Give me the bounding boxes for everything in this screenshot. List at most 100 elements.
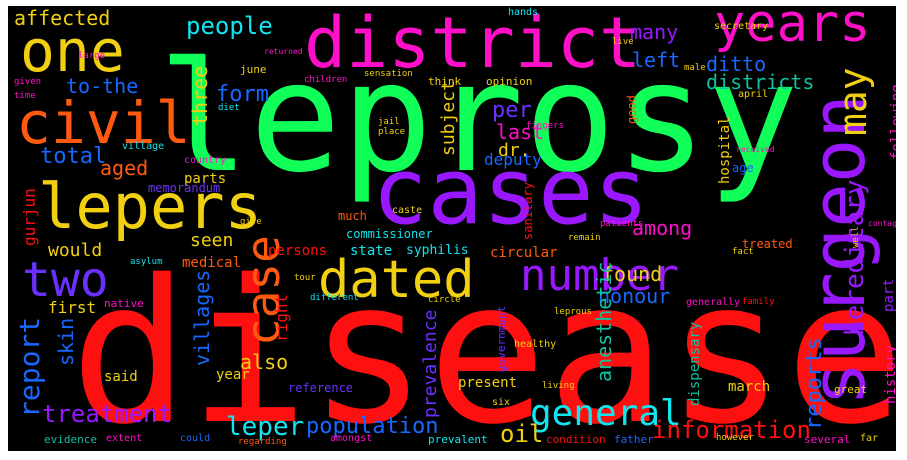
word-generally: generally xyxy=(686,297,741,308)
word-evidence: evidence xyxy=(44,433,97,446)
word-treated: treated xyxy=(742,237,793,251)
word-received: received xyxy=(736,145,775,154)
word-great: great xyxy=(834,383,868,396)
word-sanitary: sanitary xyxy=(521,182,535,240)
word-villages: villages xyxy=(190,269,214,366)
word-year: year xyxy=(216,367,250,383)
word-per: per xyxy=(492,98,532,123)
word-june: june xyxy=(240,63,267,76)
word-hands: hands xyxy=(508,7,539,18)
word-people: people xyxy=(186,12,273,40)
word-anesthetic: anesthetic xyxy=(592,261,616,382)
word-regarding: regarding xyxy=(238,437,287,447)
word-government: government xyxy=(495,305,508,372)
word-good: good xyxy=(625,95,639,124)
word-many: many xyxy=(630,20,679,44)
word-prevalence: prevalence xyxy=(420,309,441,418)
word-contagious: contagious xyxy=(868,219,896,228)
word-districts: districts xyxy=(706,70,815,94)
word-different: different xyxy=(310,293,359,303)
word-healthy: healthy xyxy=(514,339,557,350)
word-cases: cases xyxy=(372,138,649,245)
word-seen: seen xyxy=(190,230,234,251)
word-place: place xyxy=(378,127,406,137)
word-gurjun: gurjun xyxy=(20,188,39,246)
word-country: country xyxy=(184,155,227,166)
word-skin: skin xyxy=(54,317,78,366)
word-said: said xyxy=(104,369,138,385)
word-give: give xyxy=(240,217,262,227)
word-several: several xyxy=(804,433,851,446)
word-information: information xyxy=(652,416,811,444)
word-march: march xyxy=(728,379,771,395)
word-prevalent: prevalent xyxy=(428,433,488,446)
word-patients: patients xyxy=(600,219,644,229)
word-hereditary: hereditary xyxy=(840,179,870,336)
word-among: among xyxy=(632,216,693,240)
word-state: state xyxy=(350,243,393,259)
word-circle: circle xyxy=(428,295,461,305)
word-report: report xyxy=(13,316,46,418)
word-persons: persons xyxy=(268,243,328,259)
word-syphilis: syphilis xyxy=(406,243,469,258)
word-native: native xyxy=(104,297,144,310)
word-large: large xyxy=(78,51,106,61)
word-oil: oil xyxy=(500,420,544,448)
word-two: two xyxy=(22,252,109,308)
word-tour: tour xyxy=(294,273,316,283)
word-honour: honour xyxy=(598,284,671,308)
word-may: may xyxy=(831,67,875,136)
word-first: first xyxy=(48,298,97,317)
word-parts: parts xyxy=(184,171,227,187)
word-reference: reference xyxy=(288,381,354,395)
word-one: one xyxy=(20,17,125,85)
word-sensation: sensation xyxy=(364,69,413,79)
word-subject: subject xyxy=(438,80,459,156)
word-deputy: deputy xyxy=(484,150,542,169)
word-affected: affected xyxy=(14,6,111,30)
word-also: also xyxy=(240,350,289,374)
word-hospital: hospital xyxy=(717,116,733,184)
word-remain: remain xyxy=(568,233,601,243)
word-much: much xyxy=(338,209,367,223)
word-found: found xyxy=(602,262,663,286)
word-commissioner: commissioner xyxy=(346,227,433,241)
word-village: village xyxy=(122,141,165,152)
word-dispensary: dispensary xyxy=(687,321,703,406)
word-part: part xyxy=(881,278,896,312)
word-caste: caste xyxy=(392,205,423,216)
word-aged: aged xyxy=(100,156,149,180)
word-general: general xyxy=(530,393,682,434)
word-present: present xyxy=(458,375,518,391)
word-given: given xyxy=(14,77,42,87)
word-father: father xyxy=(614,433,654,446)
word-history: history xyxy=(883,344,896,404)
word-leper: leper xyxy=(226,412,305,442)
word-circular: circular xyxy=(490,245,558,261)
word-six: six xyxy=(492,397,511,408)
word-ditto: ditto xyxy=(706,52,767,76)
word-male: male xyxy=(684,63,706,73)
word-treatment: treatment xyxy=(42,400,173,428)
word-children: children xyxy=(304,75,348,85)
word-however: however xyxy=(716,433,754,443)
word-medical: medical xyxy=(182,255,242,271)
word-extent: extent xyxy=(106,433,143,444)
word-district: district xyxy=(304,6,642,84)
word-memorandum: memorandum xyxy=(148,181,221,195)
word-lepers: lepers xyxy=(38,170,262,243)
word-cloud: disease leprosy cases district years one… xyxy=(8,6,896,451)
word-total: total xyxy=(40,144,107,169)
word-right: right xyxy=(272,293,291,342)
word-leprosy: leprosy xyxy=(158,29,799,206)
word-dr: dr. xyxy=(498,140,531,161)
word-secretary: secretary xyxy=(714,21,769,32)
word-jail: jail xyxy=(378,117,400,127)
word-to-the: to-the xyxy=(66,74,139,98)
word-years: years xyxy=(714,6,871,54)
word-left: left xyxy=(632,48,681,72)
word-civil: civil xyxy=(16,89,191,157)
word-would: would xyxy=(48,240,103,261)
word-fingers: fingers xyxy=(526,121,564,131)
word-fact: fact xyxy=(732,247,754,257)
